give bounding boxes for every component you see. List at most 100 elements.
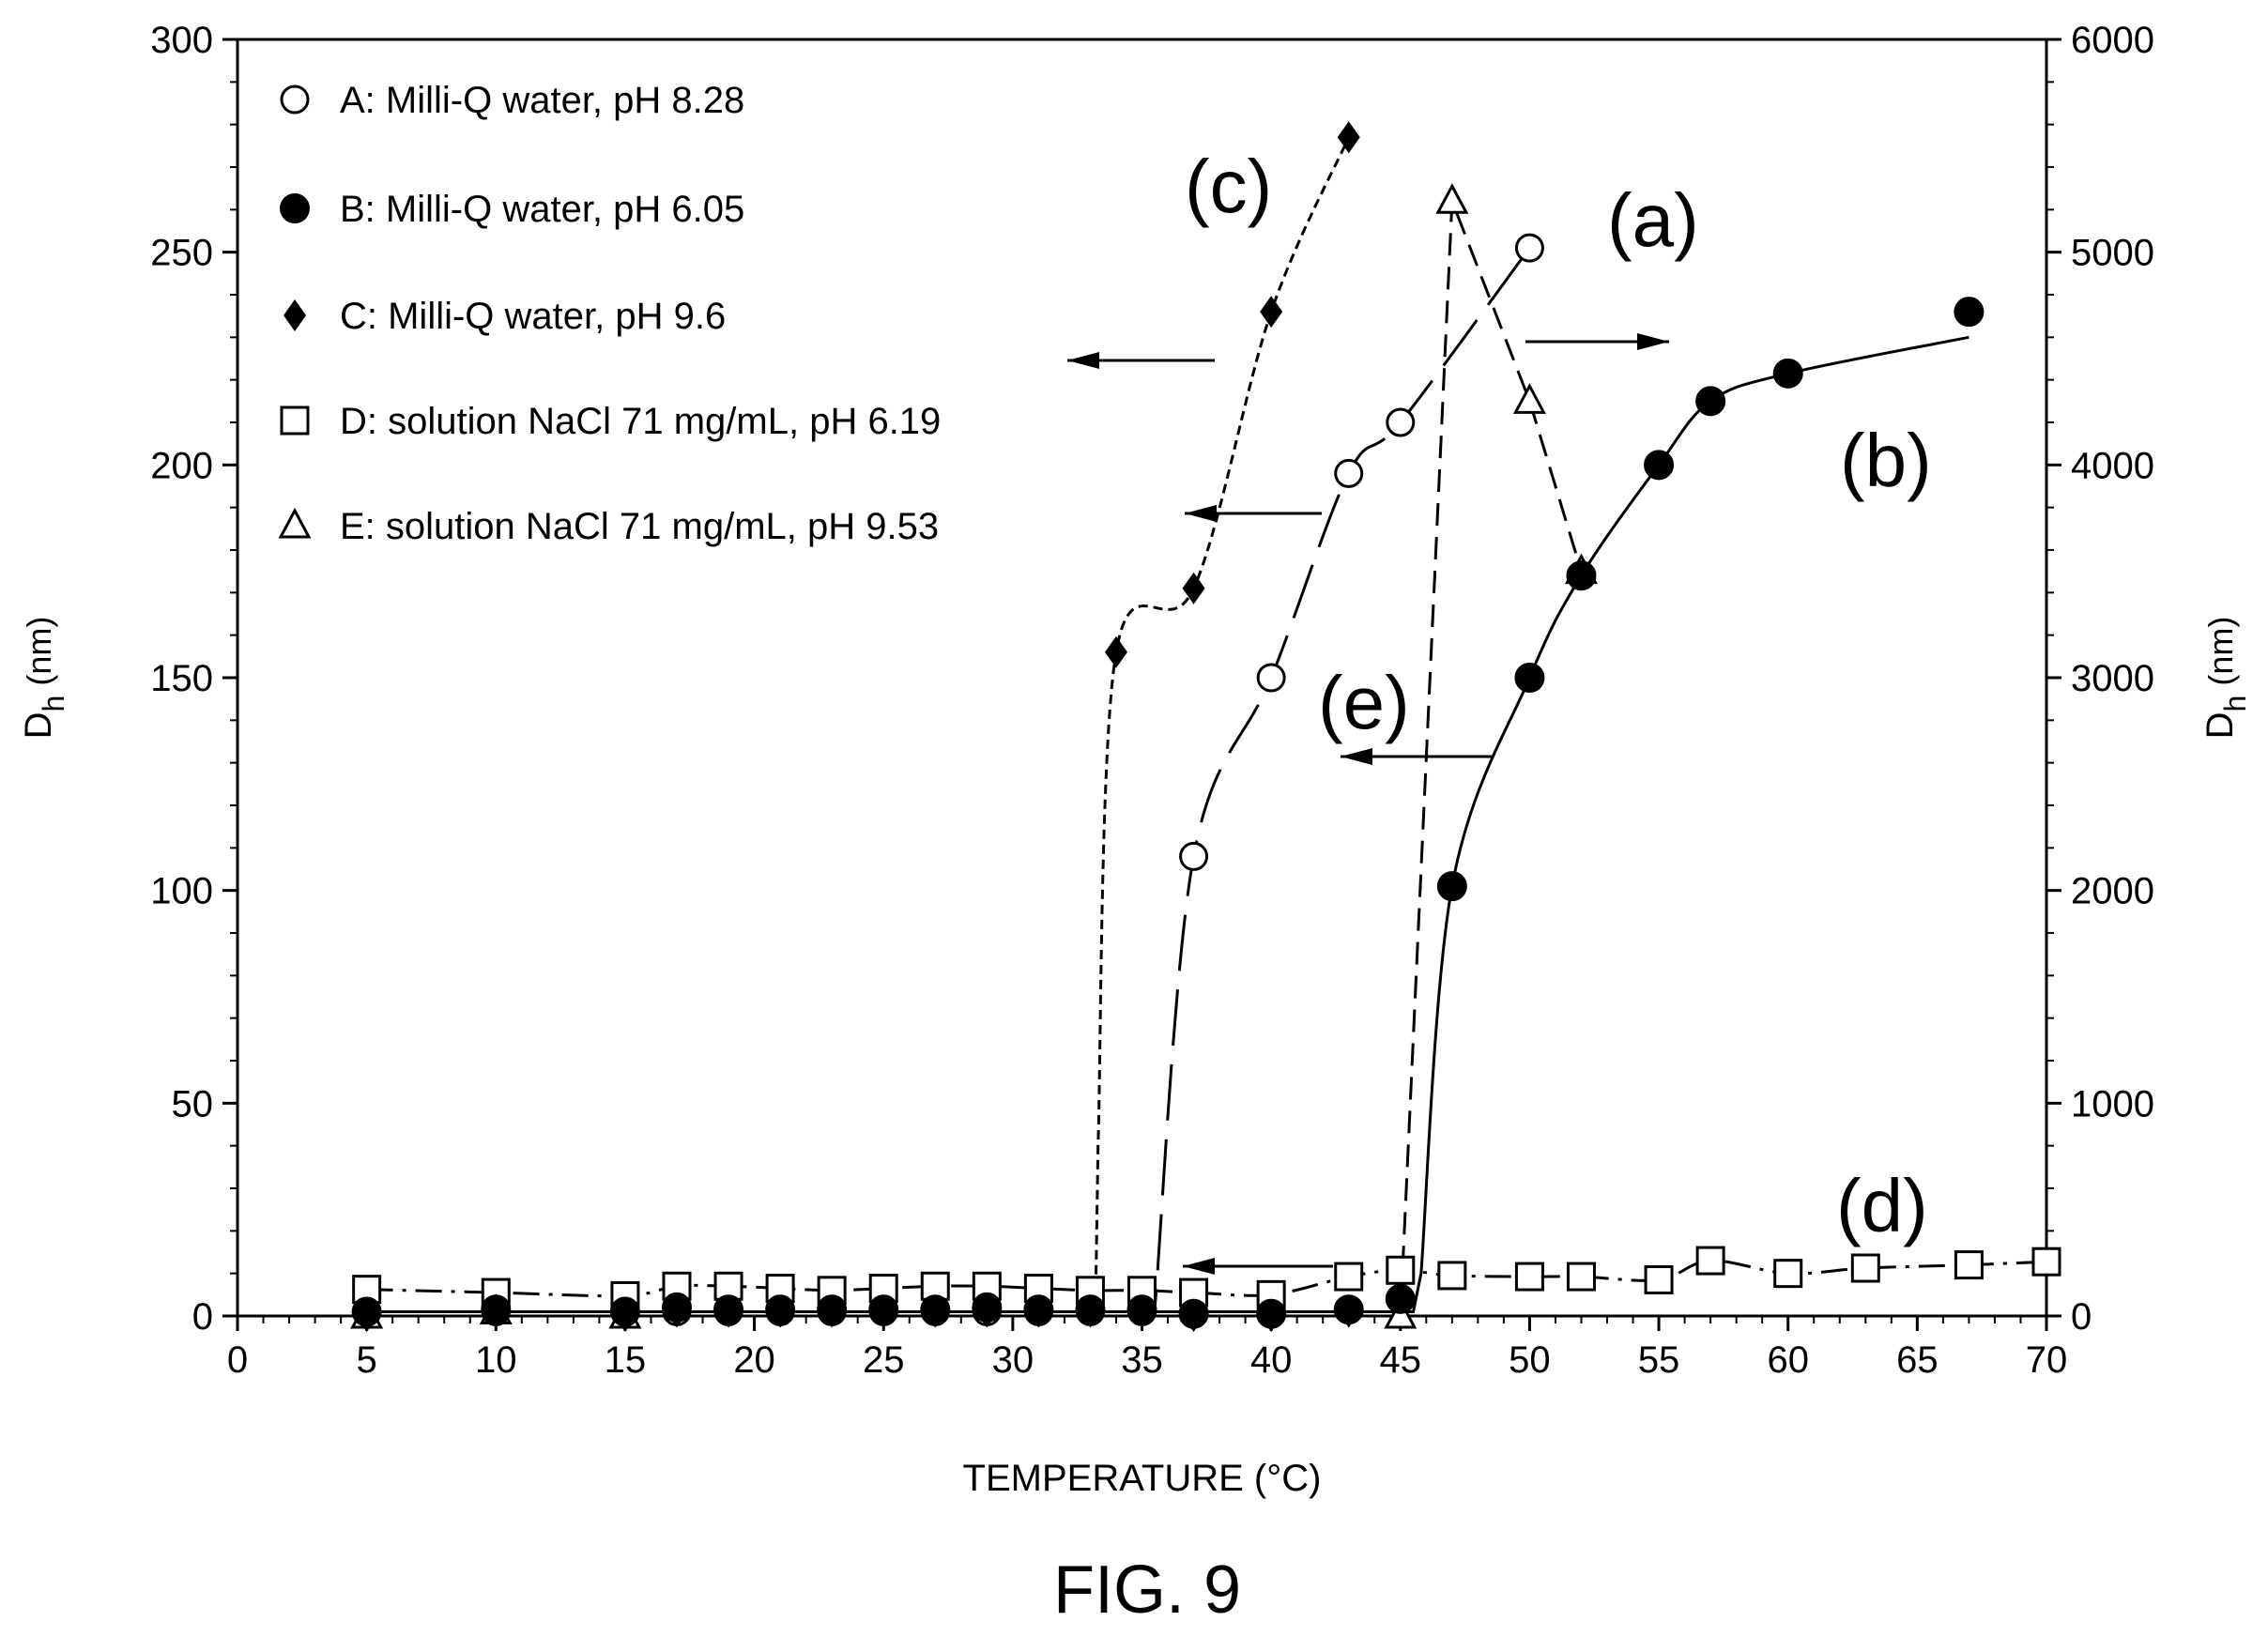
marker-b [1126,1294,1157,1325]
arrow-a-left-head [1185,505,1217,522]
left-y-tick-label: 50 [172,1083,214,1124]
curve-label-a: (a) [1607,178,1699,262]
x-tick-label: 35 [1121,1339,1163,1381]
x-tick-label: 70 [2026,1339,2068,1381]
plot-frame [236,38,2048,1318]
left-y-axis-title-sub: h [37,696,70,712]
marker-e [1435,183,1469,214]
figure-caption: FIG. 9 [1053,1553,1241,1628]
x-tick-label: 30 [992,1339,1034,1381]
left-y-axis-title: Dh (nm) [18,617,70,740]
marker-d [1773,1259,1803,1289]
left-y-tick-label: 100 [150,871,213,912]
marker-b [1514,663,1545,693]
legend-label-e: E: solution NaCl 71 mg/mL, pH 9.53 [340,506,939,547]
legend-marker-d [280,405,310,436]
marker-a [1514,233,1544,263]
curve-label-c: (c) [1185,145,1272,228]
right-y-tick-label: 5000 [2071,233,2154,274]
marker-layer [350,121,2061,1332]
curve-c [366,136,1351,1313]
marker-a [1334,458,1364,488]
left-y-tick-label: 250 [150,233,213,274]
right-y-axis-ticks: 0 1000 2000 3000 4000 5000 6000 [2046,20,2154,1338]
right-y-axis-title-unit: (nm) [2201,617,2240,696]
arrow-d-left-head [1183,1258,1215,1275]
marker-b [868,1294,899,1325]
marker-d [1514,1262,1544,1292]
left-y-axis-title-unit: (nm) [20,617,58,696]
legend-label-a: A: Milli-Q water, pH 8.28 [340,80,744,121]
legend-label-d: D: solution NaCl 71 mg/mL, pH 6.19 [340,401,941,442]
x-tick-label: 25 [863,1339,905,1381]
x-tick-label: 5 [357,1339,377,1381]
legend-marker-c [284,299,306,331]
arrow-e-left-head [1341,748,1372,765]
marker-d [713,1271,743,1301]
marker-b [1178,1298,1209,1329]
right-y-tick-label: 3000 [2071,658,2154,699]
marker-d [2031,1247,2061,1277]
x-tick-label: 20 [733,1339,775,1381]
marker-d [1334,1262,1364,1292]
marker-b [1333,1294,1364,1325]
x-tick-label: 0 [227,1339,248,1381]
curve-label-b: (b) [1840,419,1932,502]
arrow-b-right-head [1637,333,1669,350]
marker-b [661,1292,692,1323]
marker-d [1437,1261,1467,1291]
marker-a [1386,407,1416,437]
x-axis-ticks: 0 5 10 15 20 25 30 35 40 45 50 55 60 65 70 [227,1316,2067,1381]
x-tick-label: 15 [605,1339,647,1381]
right-y-tick-label: 1000 [2071,1083,2154,1124]
curve-b [366,335,1969,1313]
right-y-tick-label: 4000 [2071,445,2154,486]
marker-b [351,1296,382,1327]
marker-e [1512,383,1546,414]
marker-d [1954,1250,1984,1280]
marker-b [1075,1294,1106,1325]
left-y-tick-label: 300 [150,20,213,61]
marker-c [1337,121,1360,154]
legend-label-c: C: Milli-Q water, pH 9.6 [340,296,726,337]
marker-b [1772,358,1803,389]
marker-d [1695,1246,1725,1276]
x-tick-label: 50 [1509,1339,1551,1381]
marker-a [1256,663,1286,693]
x-tick-label: 65 [1896,1339,1939,1381]
axis-arrows [1067,333,1669,1275]
left-y-axis-title-main: D [18,711,59,739]
x-tick-label: 45 [1380,1339,1422,1381]
left-y-tick-label: 150 [150,658,213,699]
axes-layer [236,38,2048,1318]
curve-a [366,247,1531,1313]
marker-e [1384,1297,1418,1329]
marker-a [1179,841,1209,871]
right-y-tick-label: 2000 [2071,871,2154,912]
curve-e [366,200,1583,1318]
marker-b [1695,386,1726,417]
right-y-axis-title-main: D [2199,711,2241,739]
legend-label-b: B: Milli-Q water, pH 6.05 [340,189,744,230]
curve-labels: (a) (b) (c) (d) (e) [1185,145,1932,1247]
marker-c [1104,635,1127,668]
marker-b [972,1292,1003,1323]
marker-b [1256,1298,1287,1329]
marker-b [765,1294,796,1325]
arrow-c-left-head [1067,352,1099,369]
marker-c [1182,572,1205,604]
marker-b [1954,297,1984,328]
marker-b [1566,560,1597,591]
x-tick-label: 60 [1767,1339,1809,1381]
marker-b [817,1294,848,1325]
right-y-tick-label: 6000 [2071,20,2154,61]
marker-b [1436,871,1467,902]
marker-b [1644,450,1675,481]
marker-b [713,1294,744,1325]
left-y-tick-label: 0 [192,1296,213,1338]
left-y-axis-ticks: 0 50 100 150 200 250 300 [150,20,238,1338]
legend: A: Milli-Q water, pH 8.28 B: Milli-Q wate… [278,80,941,547]
left-y-tick-label: 200 [150,445,213,486]
marker-d [1566,1262,1596,1292]
right-y-axis-title: Dh (nm) [2199,617,2252,740]
